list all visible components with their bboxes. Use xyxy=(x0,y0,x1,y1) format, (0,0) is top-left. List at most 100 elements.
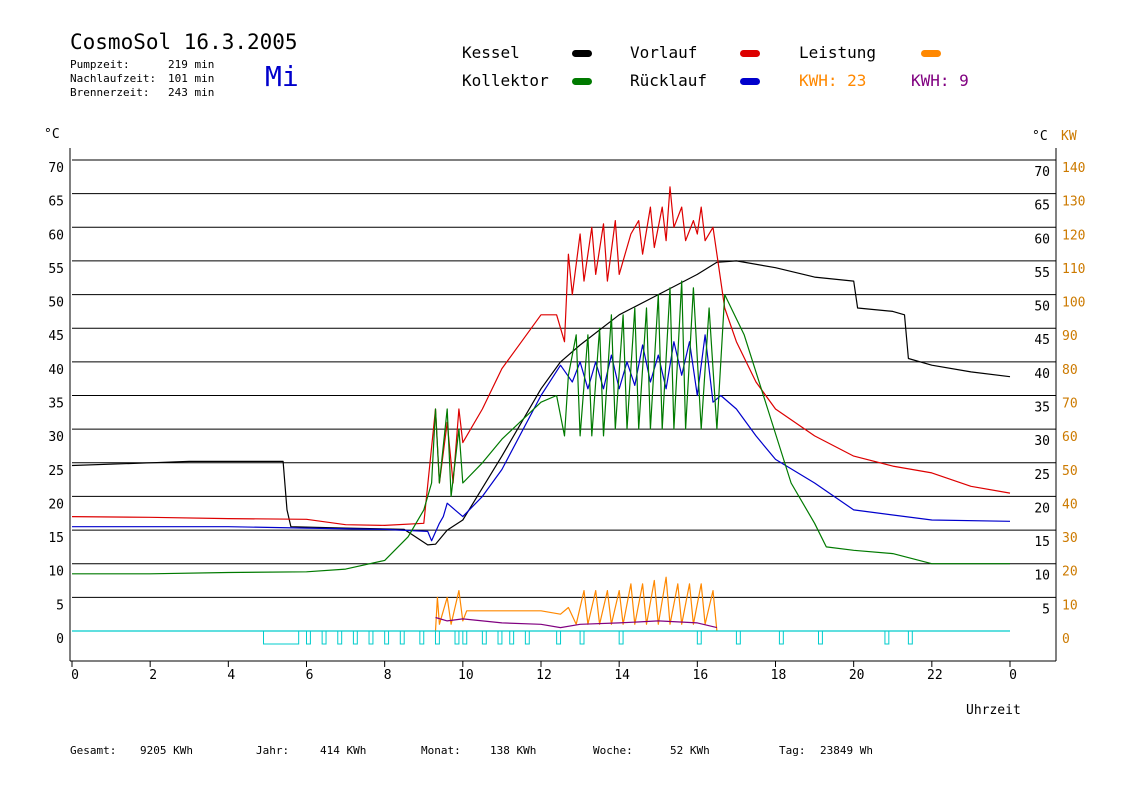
pump-pulse xyxy=(696,631,702,645)
pump-pulse xyxy=(618,631,624,645)
chart-title: CosmoSol 16.3.2005 xyxy=(70,30,298,54)
legend-leistung-label: Leistung xyxy=(799,43,877,62)
legend-kessel-swatch xyxy=(572,50,592,57)
legend-ruecklauf-label: Rücklauf xyxy=(630,71,708,90)
power-tick-label: 20 xyxy=(1062,565,1078,580)
pump-pulse xyxy=(321,631,327,645)
series-line-kwh2 xyxy=(435,616,718,629)
legend-leistung-swatch xyxy=(921,50,941,57)
y-tick-label-left: 0 xyxy=(56,632,64,647)
x-tick-label: 18 xyxy=(771,668,787,683)
legend-kollektor-swatch xyxy=(572,78,592,85)
power-tick-label: 130 xyxy=(1062,195,1085,210)
y-tick-label-right: 30 xyxy=(1034,434,1050,449)
pump-pulse xyxy=(399,631,405,645)
footer-gesamt-value: 9205 KWh xyxy=(140,744,193,757)
pump-pulse xyxy=(579,631,585,645)
pump-pulse xyxy=(907,631,913,645)
pump-pulse xyxy=(419,631,425,645)
power-tick-label: 90 xyxy=(1062,329,1078,344)
power-tick-label: 0 xyxy=(1062,632,1070,647)
pump-pulse xyxy=(306,631,311,645)
y-tick-label-right: 40 xyxy=(1034,367,1050,382)
pump-pulse xyxy=(778,631,784,645)
power-tick-label: 140 xyxy=(1062,161,1085,176)
y-tick-label-left: 45 xyxy=(48,329,64,344)
power-tick-label: 110 xyxy=(1062,262,1085,277)
y-tick-label-left: 40 xyxy=(48,363,64,378)
pump-pulse xyxy=(337,631,343,645)
x-tick-label: 8 xyxy=(384,668,392,683)
pump-pulse xyxy=(735,631,741,645)
footer-monat-label: Monat: xyxy=(421,744,461,757)
stat-nachlaufzeit-label: Nachlaufzeit: xyxy=(70,72,157,85)
y-tick-label-left: 65 xyxy=(48,195,64,210)
pump-pulse xyxy=(497,631,503,645)
stat-brennerzeit-value: 243 min xyxy=(168,86,215,99)
footer-woche-label: Woche: xyxy=(593,744,633,757)
power-tick-label: 120 xyxy=(1062,228,1085,243)
y-tick-label-left: 30 xyxy=(48,430,64,445)
temperature-chart: 0510152025303540455055606570510152025303… xyxy=(44,127,1085,718)
pump-pulse xyxy=(454,631,460,645)
pump-pulse xyxy=(368,631,374,645)
x-tick-label: 2 xyxy=(149,668,157,683)
footer-woche-value: 52 KWh xyxy=(670,744,710,757)
legend-vorlauf-label: Vorlauf xyxy=(630,43,698,62)
footer-tag-label: Tag: xyxy=(779,744,806,757)
y-tick-label-right: 45 xyxy=(1034,333,1050,348)
series-line-leistung xyxy=(434,576,718,632)
y-tick-label-right: 55 xyxy=(1034,266,1050,281)
stat-nachlaufzeit-value: 101 min xyxy=(168,72,215,85)
pump-pulse xyxy=(384,631,390,645)
legend-kessel-label: Kessel xyxy=(462,43,520,62)
x-tick-label: 20 xyxy=(849,668,865,683)
pump-pulse xyxy=(263,631,300,645)
pump-pulse xyxy=(524,631,530,645)
stat-brennerzeit-label: Brennerzeit: xyxy=(70,86,150,99)
x-tick-label: 14 xyxy=(614,668,630,683)
y-tick-label-right: 60 xyxy=(1034,232,1050,247)
x-tick-label: 0 xyxy=(71,668,79,683)
y-tick-label-left: 35 xyxy=(48,397,64,412)
y-tick-label-right: 20 xyxy=(1034,501,1050,516)
power-tick-label: 70 xyxy=(1062,397,1078,412)
x-tick-label: 0 xyxy=(1009,668,1017,683)
pump-pulse xyxy=(509,631,515,645)
pump-pulse xyxy=(462,631,468,645)
power-tick-label: 40 xyxy=(1062,497,1078,512)
y-tick-label-right: 15 xyxy=(1034,535,1050,550)
power-tick-label: 100 xyxy=(1062,296,1085,311)
y-tick-label-left: 70 xyxy=(48,161,64,176)
stat-pumpzeit-value: 219 min xyxy=(168,58,215,71)
x-tick-label: 12 xyxy=(536,668,552,683)
y-tick-label-right: 50 xyxy=(1034,300,1050,315)
power-tick-label: 50 xyxy=(1062,464,1078,479)
y-tick-label-left: 10 xyxy=(48,565,64,580)
power-tick-label: 80 xyxy=(1062,363,1078,378)
y-tick-label-right: 65 xyxy=(1034,199,1050,214)
stat-pumpzeit-label: Pumpzeit: xyxy=(70,58,130,71)
x-tick-label: 22 xyxy=(927,668,943,683)
footer-jahr-label: Jahr: xyxy=(256,744,290,757)
pump-pulse xyxy=(481,631,487,645)
footer-tag-value: 23849 Wh xyxy=(820,744,873,757)
pump-pulse xyxy=(556,631,562,645)
series-line-kollektor xyxy=(72,280,1010,575)
pump-pulse xyxy=(884,631,890,645)
y-tick-label-right: 5 xyxy=(1042,602,1050,617)
y-tick-label-right: 35 xyxy=(1034,401,1050,416)
legend-kwh-total: KWH: 23 xyxy=(799,71,867,90)
y-tick-label-left: 50 xyxy=(48,296,64,311)
x-tick-label: 10 xyxy=(458,668,474,683)
weekday-label: Mi xyxy=(265,60,299,93)
y-tick-label-right: 25 xyxy=(1034,468,1050,483)
y-tick-label-left: 55 xyxy=(48,262,64,277)
y-tick-label-left: 5 xyxy=(56,598,64,613)
legend-kwh-collector: KWH: 9 xyxy=(911,71,969,90)
y-axis-unit-right: °C xyxy=(1032,129,1048,144)
y-tick-label-left: 15 xyxy=(48,531,64,546)
x-tick-label: 16 xyxy=(693,668,709,683)
pump-pulse xyxy=(817,631,823,645)
footer-gesamt-label: Gesamt: xyxy=(70,744,117,757)
